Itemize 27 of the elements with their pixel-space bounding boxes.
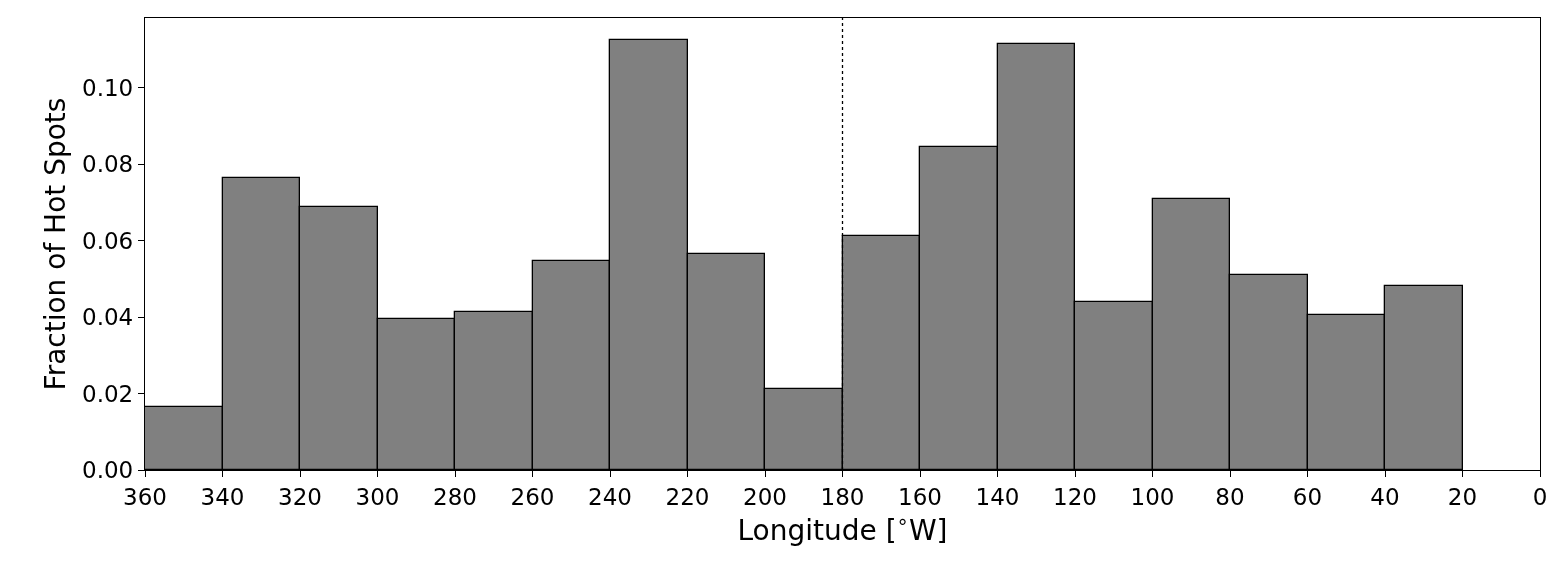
x-tick-label: 40 — [1370, 483, 1400, 510]
y-axis-title: Fraction of Hot Spots — [38, 97, 72, 391]
x-tick-label: 300 — [355, 483, 400, 510]
x-tick-label: 140 — [975, 483, 1020, 510]
y-tick-label: 0.10 — [82, 74, 134, 101]
x-tick-label: 260 — [510, 483, 555, 510]
x-tick-label: 200 — [743, 483, 787, 510]
x-axis-title: Longitude [$^{∘}$W] — [737, 509, 948, 547]
x-tick-label: 240 — [588, 483, 632, 510]
x-tick-label: 60 — [1292, 483, 1323, 510]
x-tick-label: 120 — [1053, 483, 1097, 510]
y-tick-label: 0.04 — [82, 304, 134, 331]
x-tick-label: 80 — [1215, 483, 1245, 510]
x-tick-label: 100 — [1130, 483, 1175, 510]
x-tick-label: 280 — [433, 483, 477, 510]
x-tick-label: 20 — [1447, 483, 1478, 510]
x-tick-label: 340 — [200, 483, 245, 510]
y-tick-label: 0.08 — [82, 151, 134, 178]
x-tick-label: 360 — [123, 483, 167, 510]
y-tick-label: 0.00 — [82, 457, 134, 484]
x-tick-label: 0 — [1532, 483, 1548, 510]
y-tick-label: 0.02 — [82, 380, 134, 407]
y-tick-label: 0.06 — [82, 227, 134, 254]
x-tick-label: 160 — [898, 483, 942, 510]
x-tick-label: 220 — [665, 483, 710, 510]
x-tick-label: 320 — [278, 483, 322, 510]
x-tick-label: 180 — [820, 483, 865, 510]
